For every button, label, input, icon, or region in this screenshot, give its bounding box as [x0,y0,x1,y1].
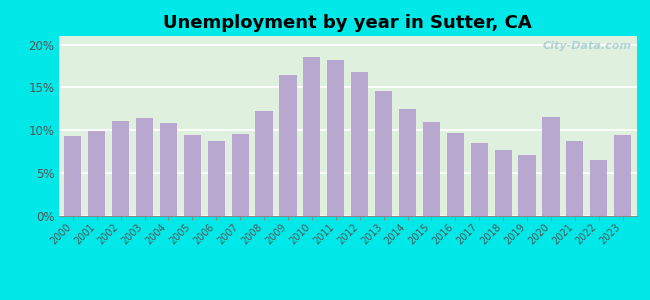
Bar [112,121,129,216]
Bar [207,141,225,216]
Bar [519,155,536,216]
Bar [160,123,177,216]
Bar [614,135,631,216]
Bar [280,75,296,216]
Bar [375,91,392,216]
Bar [399,109,416,216]
Bar [542,117,560,216]
Bar [255,111,273,216]
Bar [184,135,201,216]
Bar [88,131,105,216]
Title: Unemployment by year in Sutter, CA: Unemployment by year in Sutter, CA [163,14,532,32]
Bar [304,57,320,216]
Bar [447,133,464,216]
Bar [231,134,249,216]
Bar [136,118,153,216]
Bar [422,122,440,216]
Bar [327,60,344,216]
Bar [471,143,488,216]
Bar [495,150,512,216]
Bar [351,72,369,216]
Bar [590,160,607,216]
Bar [566,141,584,216]
Bar [64,136,81,216]
Text: City-Data.com: City-Data.com [542,41,631,51]
